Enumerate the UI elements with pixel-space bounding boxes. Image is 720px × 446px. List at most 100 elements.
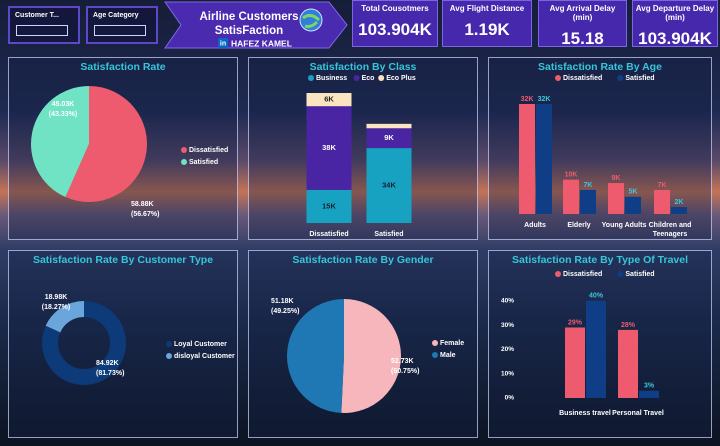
linkedin-text: in [220,40,226,47]
linkedin-icon[interactable] [218,38,228,48]
legend-marker [555,271,561,277]
kpi-value: 1.19K [464,20,510,39]
kpi-card: Avg Departure Delay (min) 103.904K [632,0,718,48]
slicer[interactable]: Customer T... [8,6,80,44]
chart-title: Satisfaction By Class [309,61,417,73]
data-label: 51.18K [271,298,294,305]
bar-segment [366,148,412,223]
legend-marker [353,75,360,81]
legend-marker [617,271,624,277]
kpi-label: Avg Arrival Delay (min) [549,4,616,22]
banner-shape [164,1,348,49]
chart-panel: Satisfaction Rate By Customer Type 84.92K… [8,250,238,438]
data-label: 58.88K [131,201,154,208]
legend-marker [166,353,172,359]
percent-label: (18.27%) [42,304,70,311]
y-tick-label: 0% [505,395,515,402]
slicer[interactable]: Age Category [86,6,158,44]
percent-label: (49.25%) [271,308,299,315]
chart: 52.73K (50.75%) 51.18K (49.25%) Female Male [271,298,464,413]
header-title: Airline Customers [199,11,298,23]
bar [586,300,606,398]
slice [45,301,84,333]
data-label: 10K [565,171,578,178]
kpi-card: Avg Arrival Delay (min) 15.18 [538,0,627,48]
data-label: 9K [384,133,394,142]
chart-title: Satisfaction Rate By Gender [292,254,434,266]
kpi-label: Avg Departure Delay (min) [635,4,715,22]
slicer-box[interactable] [94,25,146,36]
legend-label: Dissatisfied [563,75,602,82]
y-tick-label: 40% [501,297,514,304]
x-tick-label: Satisfied [374,231,404,238]
percent-label: (81.73%) [96,370,124,377]
data-label: 28% [621,322,636,329]
header-title: SatisFaction [215,25,283,37]
bar [654,189,670,214]
x-tick-label: Young Adults [601,222,647,229]
x-tick-label: Dissatisfied [309,231,349,238]
data-label: 40% [589,293,604,300]
x-tick-label: Elderly [567,222,591,229]
slicer-box[interactable] [16,25,68,36]
slice [65,86,147,202]
data-label: 5K [629,189,638,196]
legend-marker [432,340,438,346]
bar [519,104,535,214]
kpi-value: 15.18 [561,29,604,48]
slice [341,299,401,413]
data-label: 32K [521,96,534,103]
x-tick-label: Adults [524,222,546,229]
slice [30,86,90,197]
data-label: 3% [644,383,655,390]
bar [536,104,552,214]
chart: 15K 38K 6K 34K 9K Business Eco Eco Plus [306,75,416,223]
legend-marker [432,352,438,358]
kpi-value: 103.904K [638,29,712,48]
data-label: 52.73K [391,358,414,365]
data-label: 7K [658,182,667,189]
legend-label: Dissatisfied [189,147,228,154]
legend-marker [555,75,561,81]
y-tick-label: 20% [501,346,514,353]
kpi-card: Total Cousotmers 103.904K [352,0,438,47]
chart: 0% 10% 20% 30% 40% 29% 40% 28% 3% Dissatisfied Sat… [501,271,659,402]
legend-label: Dissatisfied [563,271,602,278]
chart-title: Satisfaction Rate By Age [538,61,662,73]
percent-label: (50.75%) [391,368,419,375]
chart-panel: Satisfaction Rate 58.88K (56.67%) 45.03K (43… [8,57,238,240]
data-label: 15K [322,201,336,210]
chart-title: Satisfaction Rate By Customer Type [32,254,214,266]
x-tick-label: Personal Travel [612,410,664,417]
legend-label: Male [440,352,456,359]
kpi-label: Avg Flight Distance [449,4,525,13]
author-name: HAFEZ KAMEL [231,38,292,48]
data-label: 34K [382,181,396,190]
data-label: 45.03K [52,101,75,108]
legend-label: disloyal Customer [174,353,235,360]
bar [565,327,585,398]
chart-title: Satisfaction Rate By Type Of Travel [511,254,689,266]
percent-label: (43.33%) [49,111,77,118]
y-tick-label: 10% [501,370,514,377]
percent-label: (56.67%) [131,211,159,218]
bar [625,196,641,214]
chart: 84.92K (81.73%) 18.98K (18.27%) Loyal Custom… [42,294,235,385]
data-label: 2K [675,199,684,206]
data-label: 84.92K [96,360,119,367]
bar [639,390,659,398]
legend-label: Eco [362,75,375,82]
bar [580,189,596,214]
slicer-label: Customer T... [15,12,59,19]
header-banner: Airline Customers SatisFaction in HAFEZ … [164,1,348,49]
bar [563,179,579,214]
chart-panel: Satisfaction Rate By Type Of Travel 0% 10%… [488,250,712,438]
legend-marker [166,341,172,347]
legend-label: Female [440,340,464,347]
bar [608,183,624,214]
bar-segment [306,106,352,190]
chart-panel: Satisfaction By Class 15K 38K 6K 34K 9K Busine… [248,57,478,240]
chart: 58.88K (56.67%) 45.03K (43.33%) Dissatisfied… [30,86,228,218]
data-label: 29% [568,319,583,326]
slice [286,299,344,413]
